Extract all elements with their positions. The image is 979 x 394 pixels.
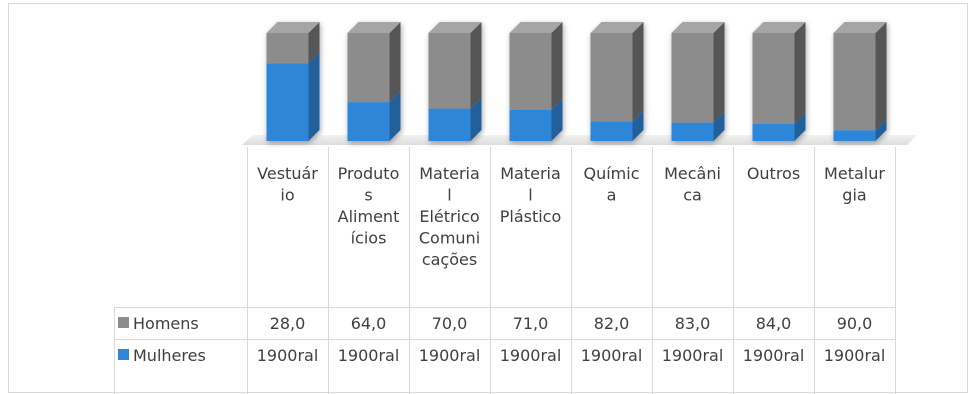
bar-homens-top (509, 22, 563, 33)
category-label: Mecâni ca (664, 164, 721, 205)
series-label-mulheres: Mulheres (133, 346, 206, 365)
bar-homens-top (671, 22, 725, 33)
legend-swatch-homens (118, 317, 129, 328)
bar-homens-top (752, 22, 806, 33)
bar-homens-side (551, 22, 563, 110)
bar-mulheres (833, 130, 876, 141)
chart-frame: Vestuár io Produto s Aliment ícios Materia l Elé… (8, 3, 968, 394)
bar-homens-top (347, 22, 401, 33)
bar-mulheres-side (794, 112, 806, 141)
bar-stack (752, 22, 806, 141)
category-label: Produto s Aliment ícios (338, 164, 400, 248)
data-label-homens: 82,0 (594, 314, 630, 333)
bar-stack (266, 22, 320, 141)
category-label: Outros (747, 164, 800, 183)
category-label: Materia l Elétrico Comuni cações (419, 164, 480, 269)
data-label-mulheres: 1900ral (500, 346, 562, 365)
data-label-mulheres: 1900ral (662, 346, 724, 365)
bar-homens-side (308, 22, 320, 64)
bar-homens (671, 33, 714, 123)
data-label-mulheres: 1900ral (257, 346, 319, 365)
bar-stack (347, 22, 401, 141)
bar-homens-top (266, 22, 320, 33)
bar-mulheres-side (389, 91, 401, 141)
bar-homens-top (833, 22, 887, 33)
bar-mulheres (509, 109, 552, 141)
bar-mulheres-side (713, 111, 725, 141)
bar-mulheres (347, 102, 390, 141)
bar-homens (833, 33, 876, 131)
category-label: Materia l Plástico (500, 164, 562, 226)
bar-homens (266, 33, 309, 64)
chart-floor (242, 135, 917, 145)
bar-homens-side (875, 22, 887, 131)
bar-mulheres-side (875, 119, 887, 141)
bar-mulheres (590, 121, 633, 141)
bar-homens-side (389, 22, 401, 103)
category-label: Metalur gia (824, 164, 885, 205)
bar-stack (833, 22, 887, 141)
bar-homens (590, 33, 633, 122)
bar-homens (428, 33, 471, 109)
data-label-mulheres: 1900ral (419, 346, 481, 365)
bar-stack (590, 22, 644, 141)
bar-mulheres-side (308, 52, 320, 141)
bar-mulheres (752, 123, 795, 141)
bar-homens (752, 33, 795, 124)
bar-homens-top (428, 22, 482, 33)
bar-homens-side (632, 22, 644, 122)
bar-stack (509, 22, 563, 141)
bar-homens-side (470, 22, 482, 109)
data-label-homens: 71,0 (513, 314, 549, 333)
data-label-mulheres: 1900ral (338, 346, 400, 365)
data-label-homens: 64,0 (351, 314, 387, 333)
bar-mulheres-side (632, 110, 644, 141)
data-label-homens: 84,0 (756, 314, 792, 333)
bar-stack (671, 22, 725, 141)
bar-homens-top (590, 22, 644, 33)
data-label-mulheres: 1900ral (743, 346, 805, 365)
chart: Vestuár io Produto s Aliment ícios Materia l Elé… (114, 22, 917, 394)
category-label: Vestuár io (257, 164, 318, 205)
bar-homens-side (713, 22, 725, 123)
series-label-homens: Homens (133, 314, 199, 333)
bar-mulheres-side (551, 98, 563, 141)
bar-homens (509, 33, 552, 110)
bar-mulheres (671, 122, 714, 141)
bar-mulheres (266, 63, 309, 141)
data-label-homens: 70,0 (432, 314, 468, 333)
data-label-mulheres: 1900ral (581, 346, 643, 365)
data-label-homens: 90,0 (837, 314, 873, 333)
data-label-mulheres: 1900ral (824, 346, 886, 365)
data-label-homens: 83,0 (675, 314, 711, 333)
data-label-homens: 28,0 (270, 314, 306, 333)
bar-mulheres-side (470, 97, 482, 141)
legend-swatch-mulheres (118, 349, 129, 360)
bar-stack (428, 22, 482, 141)
category-label: Químic a (583, 164, 639, 205)
bar-homens (347, 33, 390, 103)
bar-mulheres (428, 108, 471, 141)
bar-homens-side (794, 22, 806, 124)
